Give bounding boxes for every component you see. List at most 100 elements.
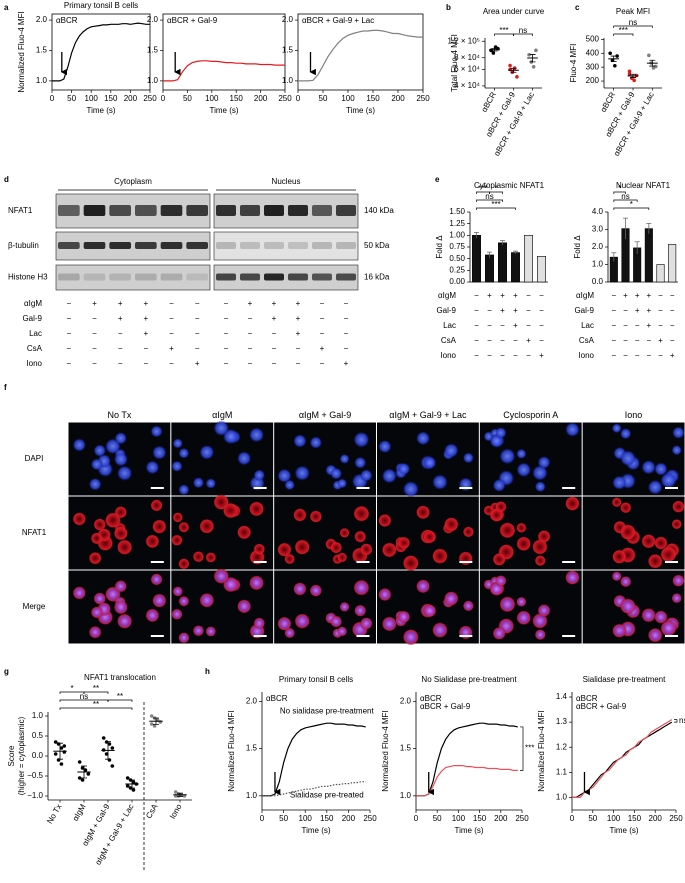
treatment-sign: − bbox=[623, 336, 628, 345]
data-point bbox=[527, 52, 531, 57]
cell bbox=[152, 445, 167, 460]
treatment-sign: − bbox=[320, 329, 325, 338]
blot-band bbox=[312, 273, 332, 281]
data-point bbox=[531, 65, 536, 69]
y-tick-label: 0.0 bbox=[592, 277, 604, 286]
cell bbox=[619, 524, 636, 541]
series-line bbox=[262, 781, 366, 797]
y-tick-label: 1.5 bbox=[36, 46, 48, 55]
cell bbox=[619, 598, 636, 615]
blot-band bbox=[186, 242, 208, 249]
error-bar bbox=[105, 741, 111, 760]
blot-band bbox=[216, 242, 236, 249]
cell bbox=[534, 629, 546, 641]
scale-bar bbox=[150, 487, 164, 489]
x-axis-label: Time (s) bbox=[609, 826, 638, 835]
treatment-sign: − bbox=[635, 336, 640, 345]
treatment-sign: + bbox=[296, 314, 301, 323]
significance-bracket bbox=[520, 726, 524, 771]
cell bbox=[402, 628, 419, 646]
y-tick-label: 1.5 bbox=[147, 46, 159, 55]
y-tick-label: 200 bbox=[586, 76, 600, 85]
panel-label: d bbox=[4, 175, 9, 184]
treatment-sign: − bbox=[66, 314, 71, 323]
treatment-sign: − bbox=[646, 336, 651, 345]
error-bar bbox=[491, 48, 498, 52]
error-bar bbox=[610, 55, 617, 63]
data-point bbox=[125, 784, 130, 788]
cell bbox=[647, 627, 663, 643]
cell bbox=[499, 522, 516, 539]
treatment-sign: + bbox=[635, 291, 640, 300]
error-bar bbox=[474, 232, 479, 239]
x-tick-label: 0 bbox=[50, 94, 55, 103]
treatment-sign: + bbox=[118, 299, 123, 308]
treatment-sign: − bbox=[474, 336, 479, 345]
data-point bbox=[491, 51, 496, 55]
panel-label: f bbox=[4, 383, 7, 392]
treatment-sign: − bbox=[195, 329, 200, 338]
data-point bbox=[627, 72, 632, 76]
y-tick-label: 1.5 bbox=[246, 744, 258, 753]
y-tick-label: 1.0 bbox=[400, 791, 412, 800]
cell bbox=[660, 546, 677, 563]
legend-label: αBCR bbox=[56, 16, 78, 25]
data-point bbox=[110, 746, 115, 750]
cell bbox=[249, 427, 265, 443]
scale-bar bbox=[665, 635, 678, 637]
cell bbox=[397, 610, 411, 624]
cell bbox=[499, 596, 516, 613]
treatment-label: Gal-9 bbox=[574, 306, 594, 315]
y-tick-label: 1.0 bbox=[32, 711, 44, 720]
data-point bbox=[104, 752, 109, 756]
treatment-sign: − bbox=[513, 351, 518, 360]
error-bar bbox=[646, 222, 652, 234]
cell bbox=[381, 542, 397, 558]
treatment-sign: − bbox=[169, 299, 174, 308]
cell bbox=[205, 478, 217, 489]
series-line bbox=[572, 721, 673, 798]
cell bbox=[277, 468, 292, 483]
treatment-sign: + bbox=[539, 351, 544, 360]
cell bbox=[672, 574, 685, 587]
cell bbox=[309, 436, 323, 449]
x-tick-label: 100 bbox=[85, 94, 99, 103]
cell bbox=[152, 593, 167, 608]
scale-bar bbox=[150, 561, 164, 563]
treatment-sign: − bbox=[635, 351, 640, 360]
x-tick-label: 50 bbox=[319, 94, 328, 103]
error-bar bbox=[177, 792, 183, 797]
cell bbox=[192, 477, 205, 489]
treatment-sign: − bbox=[526, 291, 531, 300]
cell bbox=[213, 420, 230, 437]
treatment-sign: − bbox=[296, 344, 301, 353]
cell bbox=[402, 480, 419, 498]
treatment-sign: + bbox=[169, 344, 174, 353]
blot-band bbox=[312, 242, 332, 249]
treatment-sign: − bbox=[658, 351, 663, 360]
y-tick-label: 2.0 bbox=[592, 242, 604, 251]
cell bbox=[654, 462, 668, 476]
scale-bar bbox=[562, 635, 576, 637]
cell bbox=[213, 494, 230, 511]
x-tick-label: 250 bbox=[416, 94, 430, 103]
treatment-sign: + bbox=[646, 291, 651, 300]
error-bar bbox=[611, 252, 617, 262]
cell bbox=[93, 518, 107, 531]
cell bbox=[309, 510, 323, 523]
column-header: No Tx bbox=[107, 410, 132, 420]
data-point bbox=[110, 764, 115, 768]
treatment-sign: − bbox=[320, 359, 325, 368]
cell bbox=[378, 439, 392, 454]
cell bbox=[237, 525, 252, 540]
blot-band bbox=[160, 205, 183, 216]
cell bbox=[495, 575, 507, 587]
data-point bbox=[125, 776, 130, 780]
blot-band bbox=[83, 205, 106, 216]
cell bbox=[93, 444, 107, 457]
treatment-sign: + bbox=[658, 336, 663, 345]
significance-label: *** bbox=[619, 26, 628, 35]
y-tick-label: 0.50 bbox=[449, 254, 465, 263]
data-point bbox=[131, 780, 136, 784]
